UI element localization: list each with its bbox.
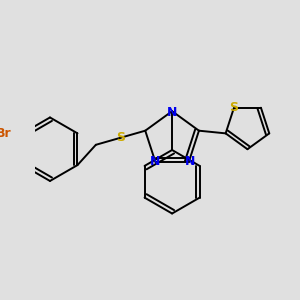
Text: N: N — [149, 155, 160, 168]
Text: S: S — [116, 131, 125, 144]
Text: N: N — [184, 155, 195, 168]
Text: S: S — [230, 101, 238, 114]
Text: N: N — [167, 106, 177, 118]
Text: Br: Br — [0, 127, 12, 140]
